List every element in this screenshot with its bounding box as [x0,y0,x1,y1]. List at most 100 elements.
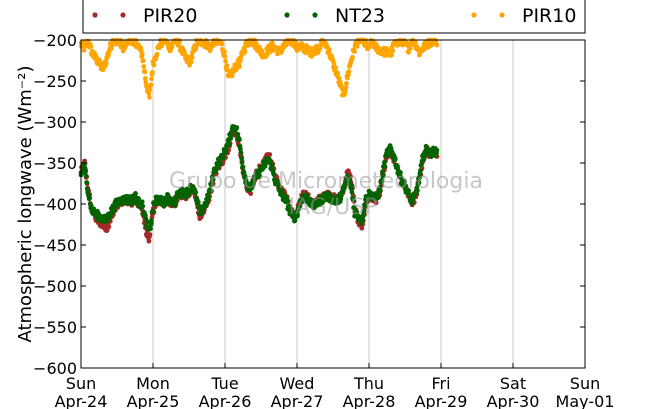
legend-marker [92,12,98,18]
legend-entry: PIR10 [471,5,576,27]
x-tick-day: Fri [431,374,450,393]
legend-label: PIR20 [143,5,197,27]
data-point [349,189,355,195]
data-point [417,175,422,181]
data-point [331,60,337,66]
data-point [373,200,379,206]
data-point [434,42,440,48]
data-point [379,177,385,183]
data-point [195,199,201,205]
data-point [375,194,381,200]
y-tick-label: −500 [33,277,77,296]
data-point [83,169,88,175]
data-point [242,49,248,54]
data-point [338,196,344,202]
data-point [380,169,385,175]
data-point [172,202,178,208]
data-point [238,150,244,156]
data-point [284,198,290,204]
data-point [141,64,147,69]
data-point [106,224,112,230]
data-point [403,183,408,189]
data-point [84,180,90,185]
data-point [335,70,340,76]
data-point [112,208,117,213]
data-point [235,131,241,137]
data-point [149,76,154,82]
data-point [257,173,262,178]
y-tick-label: −400 [33,195,77,214]
data-point [267,158,273,164]
data-point [385,153,390,158]
data-point [133,191,138,196]
data-point [188,59,194,65]
data-point [346,69,352,75]
data-point [389,52,394,58]
y-tick-label: −250 [33,72,77,91]
data-point [382,160,387,165]
data-point [398,175,404,181]
legend: PIR20 NT23 PIR10 [82,0,586,34]
data-point [193,189,199,195]
data-point [354,210,360,215]
legend-marker [284,12,290,18]
data-point [219,41,225,47]
data-point [103,61,109,67]
data-point [87,195,93,201]
data-point [81,47,87,53]
data-point [259,48,265,54]
data-point [394,163,400,169]
data-point [409,201,415,206]
plot-area: Grupo de Micrometeorologia IAG/USP −200 −… [33,31,614,409]
x-tick-day: Thu [353,374,384,393]
data-point [229,73,235,79]
x-tick-day: Tue [210,374,238,393]
x-tick-date: Apr-29 [415,392,468,409]
data-point [295,213,300,219]
data-point [419,162,424,167]
data-point [238,146,243,152]
data-point [149,218,154,223]
data-point [352,48,357,54]
data-point [269,40,275,46]
data-point [390,48,396,54]
data-point [207,188,213,194]
data-point [406,49,411,55]
data-point [148,82,154,88]
data-point [229,131,235,137]
data-point [343,85,349,90]
watermark-line-2: IAG/USP [289,195,378,220]
data-point [350,197,356,203]
data-point [234,125,240,130]
data-point [350,54,355,60]
data-point [144,219,150,225]
data-point [222,49,227,55]
data-point [224,63,230,68]
data-point [221,155,226,161]
legend-label: PIR10 [522,5,576,27]
x-tick-day: Mon [136,374,170,393]
x-tick-day: Sat [500,374,526,393]
x-tick-day: Sun [570,374,600,393]
y-tick-label: −550 [33,318,77,337]
data-point [293,40,299,45]
data-point [418,168,423,174]
data-point [140,58,146,64]
data-point [88,44,94,49]
data-point [422,153,427,159]
legend-entry: NT23 [284,5,385,27]
x-tick-date: May-01 [556,392,615,409]
data-point [338,193,344,199]
data-point [140,203,146,209]
y-tick-label: −350 [33,154,77,173]
data-point [347,178,353,184]
legend-label: NT23 [335,5,385,27]
data-point [398,170,403,175]
data-point [150,208,156,214]
data-point [148,226,153,232]
data-point [237,64,242,69]
y-tick-label: −300 [33,113,77,132]
data-point [362,203,368,209]
data-point [146,238,152,244]
x-tick-day: Sun [66,374,96,393]
